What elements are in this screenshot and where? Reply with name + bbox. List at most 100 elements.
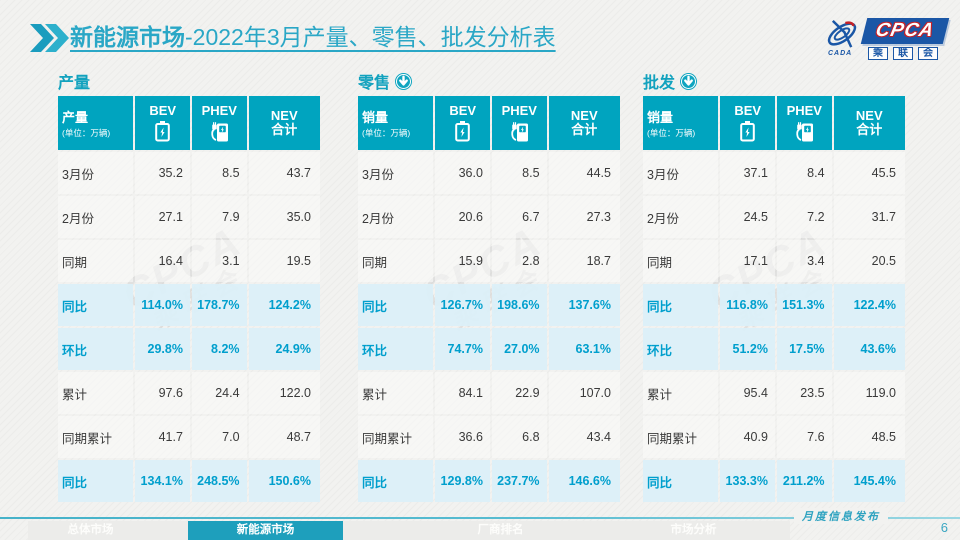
table-row: 同比 129.8% 237.7% 146.6%: [358, 460, 620, 502]
section-title-wholesale: 批发: [643, 75, 676, 92]
footer-tab-overall-market[interactable]: 总体市场: [67, 524, 114, 536]
table-row: 3月份 37.1 8.4 45.5: [643, 152, 905, 194]
cell-value: 6.7: [491, 196, 547, 238]
cell-value: 7.2: [776, 196, 832, 238]
cpca-sub-char: 乘: [868, 47, 888, 60]
production-section-header: 产量: [58, 68, 320, 94]
cpca-bar: CPCA: [860, 18, 950, 44]
cell-value: 95.4: [720, 372, 775, 414]
cell-value: 43.7: [248, 152, 320, 194]
row-label: 累计: [358, 372, 434, 414]
cell-value: 97.6: [135, 372, 190, 414]
corner-unit: (单位：万辆): [647, 128, 696, 138]
table-row: 环比 29.8% 8.2% 24.9%: [58, 328, 320, 370]
cell-value: 8.4: [776, 152, 832, 194]
page-number: 6: [940, 520, 948, 535]
table-row: 同期累计 36.6 6.8 43.4: [358, 416, 620, 458]
cell-value: 151.3%: [776, 284, 832, 326]
cell-value: 31.7: [833, 196, 905, 238]
cell-value: 8.5: [191, 152, 247, 194]
footer-tabs-strip: 总体市场 新能源市场 厂商排名 市场分析: [28, 521, 790, 540]
cell-value: 40.9: [720, 416, 775, 458]
section-title-production: 产量: [58, 75, 91, 92]
cell-value: 16.4: [135, 240, 190, 282]
table-row: 同期 17.1 3.4 20.5: [643, 240, 905, 282]
table-row: 累计 97.6 24.4 122.0: [58, 372, 320, 414]
footer-tab-market-analysis[interactable]: 市场分析: [670, 524, 717, 536]
table-row: 累计 95.4 23.5 119.0: [643, 372, 905, 414]
corner-label: 销量: [647, 110, 674, 125]
table-row: 2月份 20.6 6.7 27.3: [358, 196, 620, 238]
cell-value: 7.9: [191, 196, 247, 238]
charging-station-icon: [509, 121, 529, 142]
column-header-bev: BEV: [720, 96, 775, 150]
cell-value: 124.2%: [248, 284, 320, 326]
column-header-phev: PHEV: [192, 96, 247, 150]
cell-value: 8.2%: [191, 328, 247, 370]
cell-value: 3.1: [191, 240, 247, 282]
cell-value: 23.5: [776, 372, 832, 414]
table-header-row: 产量 (单位：万辆) BEV PHEV NEV 合计: [58, 96, 320, 150]
table-row: 同比 126.7% 198.6% 137.6%: [358, 284, 620, 326]
cell-value: 122.4%: [833, 284, 905, 326]
footer-tab-nev-market[interactable]: 新能源市场: [188, 521, 343, 540]
charging-station-icon: [794, 121, 814, 142]
table-row: 2月份 24.5 7.2 31.7: [643, 196, 905, 238]
cell-value: 237.7%: [491, 460, 547, 502]
row-label: 同期: [58, 240, 134, 282]
battery-icon: [740, 120, 756, 142]
row-label: 3月份: [58, 152, 134, 194]
table-row: 同比 116.8% 151.3% 122.4%: [643, 284, 905, 326]
table-row: 累计 84.1 22.9 107.0: [358, 372, 620, 414]
cell-value: 17.5%: [776, 328, 832, 370]
table-header-row: 销量 (单位：万辆) BEV PHEV NEV 合计: [643, 96, 905, 150]
wholesale-section-header: 批发: [643, 68, 905, 94]
cell-value: 48.7: [248, 416, 320, 458]
corner-header: 销量 (单位：万辆): [358, 96, 434, 150]
corner-label: 产量: [62, 110, 89, 125]
column-header-bev: BEV: [435, 96, 490, 150]
cell-value: 29.8%: [135, 328, 190, 370]
cell-value: 114.0%: [135, 284, 190, 326]
cell-value: 119.0: [833, 372, 905, 414]
table-row: 同期累计 40.9 7.6 48.5: [643, 416, 905, 458]
cell-value: 37.1: [720, 152, 775, 194]
cell-value: 15.9: [435, 240, 490, 282]
cell-value: 24.5: [720, 196, 775, 238]
down-arrow-icon: [680, 72, 698, 90]
cell-value: 44.5: [548, 152, 620, 194]
cell-value: 107.0: [548, 372, 620, 414]
cell-value: 24.4: [191, 372, 247, 414]
table-row: 同期 16.4 3.1 19.5: [58, 240, 320, 282]
table-header-row: 销量 (单位：万辆) BEV PHEV NEV 合计: [358, 96, 620, 150]
row-label: 累计: [643, 372, 719, 414]
cell-value: 150.6%: [248, 460, 320, 502]
cell-value: 8.5: [491, 152, 547, 194]
cpca-sub-text: 乘 联 会: [868, 47, 938, 60]
row-label: 环比: [58, 328, 134, 370]
page-title-rest: -2022年3月产量、零售、批发分析表: [185, 24, 556, 50]
row-label: 同比: [58, 460, 134, 502]
cell-value: 122.0: [248, 372, 320, 414]
table-row: 同比 114.0% 178.7% 124.2%: [58, 284, 320, 326]
cell-value: 7.6: [776, 416, 832, 458]
row-label: 同比: [643, 460, 719, 502]
cell-value: 35.0: [248, 196, 320, 238]
row-label: 2月份: [643, 196, 719, 238]
row-label: 累计: [58, 372, 134, 414]
cell-value: 35.2: [135, 152, 190, 194]
cell-value: 43.6%: [833, 328, 905, 370]
footer-tab-manufacturer-ranking[interactable]: 厂商排名: [477, 524, 524, 536]
column-header-nev: NEV 合计: [248, 96, 320, 150]
cell-value: 51.2%: [720, 328, 775, 370]
row-label: 同比: [58, 284, 134, 326]
cell-value: 145.4%: [833, 460, 905, 502]
cell-value: 7.0: [191, 416, 247, 458]
cell-value: 248.5%: [191, 460, 247, 502]
cell-value: 126.7%: [435, 284, 490, 326]
